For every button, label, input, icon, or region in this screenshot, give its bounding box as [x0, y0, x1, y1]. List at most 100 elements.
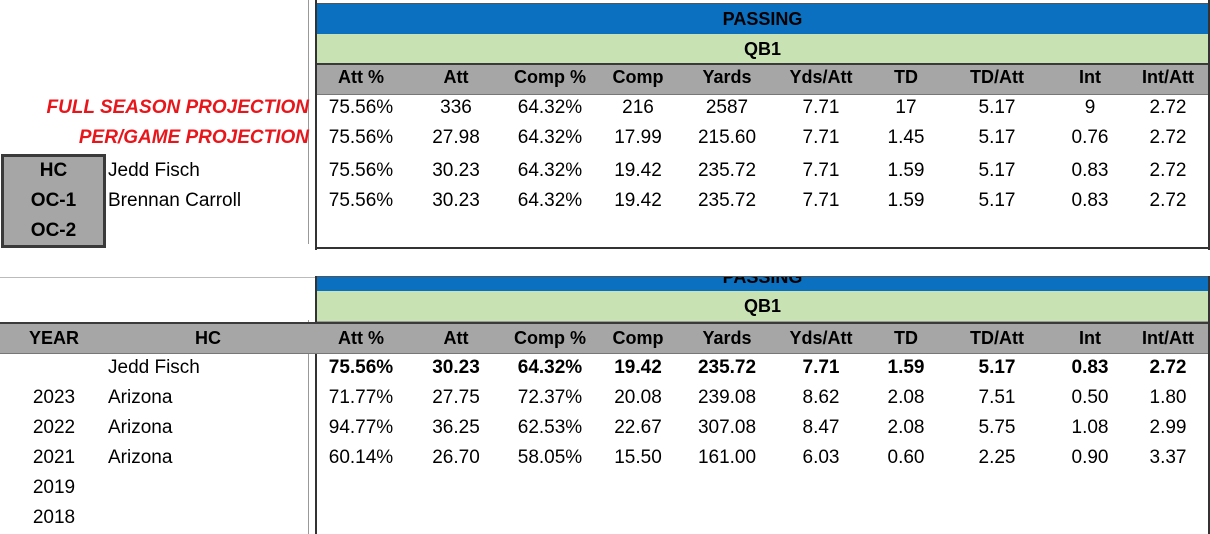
bottom-cell: 94.77% [328, 417, 394, 438]
top-cell: 2.72 [1149, 97, 1187, 118]
top-cell: 7.71 [802, 127, 840, 148]
bottom-cell: 22.67 [614, 417, 662, 438]
bottom-cell: 8.62 [802, 387, 840, 408]
bottom-col-header: Int/Att [1142, 328, 1194, 348]
hc-header: HC [195, 328, 221, 348]
top-cell: 75.56% [328, 127, 394, 148]
bottom-cell: 2.25 [978, 447, 1016, 468]
top-cell: 27.98 [432, 127, 480, 148]
per-game-projection-label: PER/GAME PROJECTION [78, 127, 309, 148]
bottom-year-cell: 2022 [32, 417, 76, 438]
top-passing-title: PASSING [722, 9, 803, 29]
top-cell: 2.72 [1149, 160, 1187, 181]
bottom-cell: 0.83 [1071, 357, 1109, 378]
bottom-left-box-top [0, 322, 315, 324]
top-cell: 216 [622, 97, 654, 118]
top-cell: 1.45 [887, 127, 925, 148]
bottom-cell: 72.37% [517, 387, 583, 408]
bottom-col-header: TD [894, 328, 918, 348]
staff-role-oc1: OC-1 [30, 190, 77, 211]
top-col-header: Comp [612, 67, 664, 87]
top-column-header-row [317, 63, 1208, 95]
bottom-cell: 36.25 [432, 417, 480, 438]
bottom-column-header-row [0, 322, 1208, 354]
bottom-cell: 64.32% [517, 357, 583, 378]
full-season-projection-label: FULL SEASON PROJECTION [46, 97, 309, 118]
top-cell: 75.56% [328, 97, 394, 118]
bottom-cell: 1.80 [1149, 387, 1187, 408]
bottom-cell: 58.05% [517, 447, 583, 468]
bottom-col-header: Yards [702, 328, 752, 348]
top-cell: 30.23 [432, 190, 480, 211]
top-cell: 2587 [705, 97, 749, 118]
top-cell: 19.42 [614, 160, 662, 181]
top-bottom-border [315, 247, 1210, 249]
bottom-cell: 75.56% [328, 357, 394, 378]
top-col-header: Att [443, 67, 469, 87]
bottom-cell: 5.75 [978, 417, 1016, 438]
top-cell: 235.72 [697, 190, 757, 211]
top-cell: 64.32% [517, 127, 583, 148]
top-cell: 17 [895, 97, 917, 118]
top-cell: 75.56% [328, 160, 394, 181]
top-col-header: TD [894, 67, 918, 87]
bottom-cell: 161.00 [697, 447, 757, 468]
top-cell: 19.42 [614, 190, 662, 211]
bottom-cell: 15.50 [614, 447, 662, 468]
bottom-cell: 0.50 [1071, 387, 1109, 408]
top-cell: 75.56% [328, 190, 394, 211]
top-cell: 2.72 [1149, 127, 1187, 148]
bottom-qb1-title: QB1 [743, 296, 781, 316]
top-col-header: Yds/Att [789, 67, 853, 87]
bottom-cell: 20.08 [614, 387, 662, 408]
bottom-cell: 7.71 [802, 357, 840, 378]
bottom-divider-left [308, 320, 309, 534]
top-cell: 2.72 [1149, 190, 1187, 211]
top-divider-thick [315, 0, 317, 250]
top-cell: 0.83 [1071, 160, 1109, 181]
top-qb1-title: QB1 [743, 39, 781, 59]
year-header: YEAR [28, 328, 79, 348]
bottom-cell: 2.99 [1149, 417, 1187, 438]
top-col-header: Int/Att [1142, 67, 1194, 87]
bottom-cell: 60.14% [328, 447, 394, 468]
top-cell: 1.59 [887, 190, 925, 211]
bottom-hc-cell: Arizona [108, 447, 173, 468]
bottom-cell: 26.70 [432, 447, 480, 468]
bottom-cell: 6.03 [802, 447, 840, 468]
staff-role-oc2: OC-2 [30, 220, 77, 241]
bottom-right-border [1208, 276, 1210, 534]
bottom-year-cell: 2021 [32, 447, 76, 468]
top-col-header: Int [1079, 67, 1101, 87]
top-cell: 1.59 [887, 160, 925, 181]
bottom-cell: 0.90 [1071, 447, 1109, 468]
top-cell: 336 [440, 97, 472, 118]
bottom-cell: 239.08 [697, 387, 757, 408]
bottom-year-cell: 2019 [32, 477, 76, 498]
top-cell: 17.99 [614, 127, 662, 148]
top-cell: 64.32% [517, 160, 583, 181]
bottom-cell: 0.60 [887, 447, 925, 468]
bottom-col-header: Yds/Att [789, 328, 853, 348]
bottom-cell: 5.17 [978, 357, 1016, 378]
top-passing-banner: PASSING [317, 3, 1208, 35]
top-cell: 9 [1084, 97, 1096, 118]
bottom-cell: 2.08 [887, 417, 925, 438]
top-cell: 64.32% [517, 190, 583, 211]
staff-role-box [1, 154, 106, 248]
bottom-col-header: Att [443, 328, 469, 348]
bottom-cell: 2.08 [887, 387, 925, 408]
bottom-cell: 235.72 [697, 357, 757, 378]
bottom-hc-cell: Arizona [108, 417, 173, 438]
bottom-col-header: Int [1079, 328, 1101, 348]
bottom-passing-title: PASSING [722, 276, 803, 287]
top-cell: 7.71 [802, 97, 840, 118]
bottom-cell: 1.08 [1071, 417, 1109, 438]
top-cell: 5.17 [978, 160, 1016, 181]
bottom-cell: 19.42 [614, 357, 662, 378]
top-cell: 30.23 [432, 160, 480, 181]
bottom-cell: 1.59 [887, 357, 925, 378]
bottom-qb1-banner: QB1 [317, 291, 1208, 322]
bottom-cell: 30.23 [432, 357, 480, 378]
bottom-col-header: Att % [338, 328, 384, 348]
